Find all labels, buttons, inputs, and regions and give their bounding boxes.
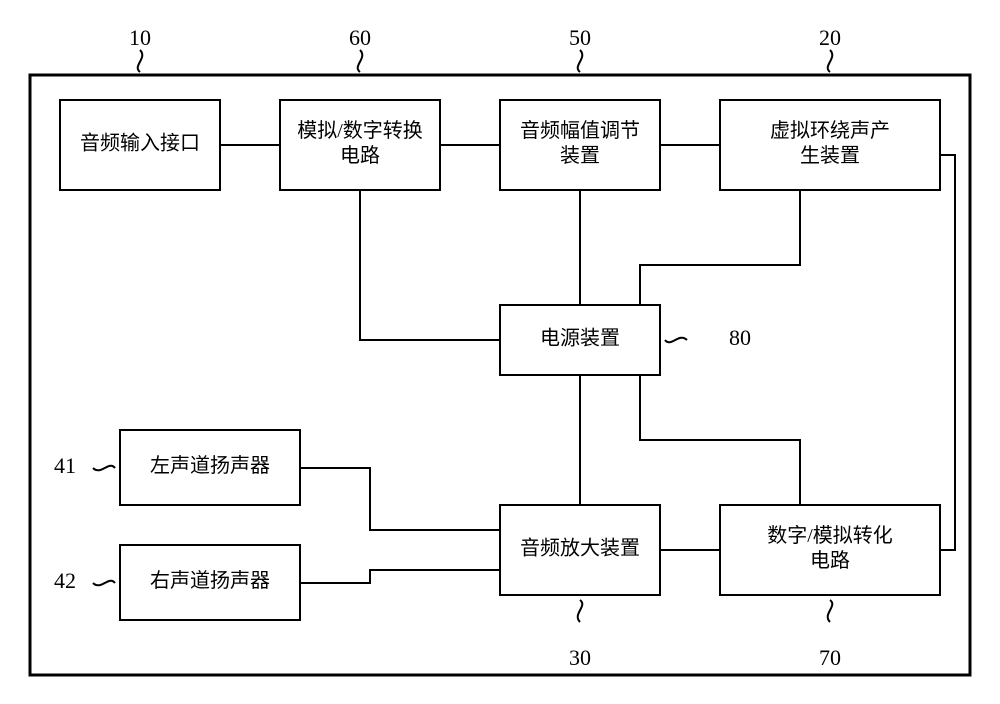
conn-ls-amp bbox=[300, 468, 500, 530]
block-audio-input-label: 音频输入接口 bbox=[80, 132, 200, 155]
label-42-tilde bbox=[93, 581, 115, 586]
block-adc-label: 模拟/数字转换 bbox=[297, 119, 423, 142]
block-left-speaker-label: 左声道扬声器 bbox=[150, 454, 270, 477]
block-left-speaker: 左声道扬声器 bbox=[120, 430, 300, 505]
label-42: 42 bbox=[54, 568, 76, 593]
block-vs-generator-label: 虚拟环绕声产 bbox=[770, 119, 890, 142]
label-20-tilde bbox=[828, 50, 833, 72]
label-70: 70 bbox=[819, 645, 841, 670]
block-amp-label: 音频放大装置 bbox=[520, 537, 640, 560]
block-power-label: 电源装置 bbox=[540, 327, 620, 350]
block-right-speaker: 右声道扬声器 bbox=[120, 545, 300, 620]
conn-rs-amp bbox=[300, 570, 500, 583]
block-dac-label: 电路 bbox=[810, 549, 850, 572]
label-20: 20 bbox=[819, 25, 841, 50]
block-right-speaker-label: 右声道扬声器 bbox=[150, 569, 270, 592]
block-amp-adjust: 音频幅值调节装置 bbox=[500, 100, 660, 190]
block-amp: 音频放大装置 bbox=[500, 505, 660, 595]
conn-pw-vs bbox=[640, 190, 800, 305]
block-vs-generator: 虚拟环绕声产生装置 bbox=[720, 100, 940, 190]
label-50: 50 bbox=[569, 25, 591, 50]
label-80: 80 bbox=[729, 325, 751, 350]
block-amp-adjust-label: 装置 bbox=[560, 144, 600, 167]
block-power: 电源装置 bbox=[500, 305, 660, 375]
label-30-tilde bbox=[578, 600, 583, 622]
label-41: 41 bbox=[54, 453, 76, 478]
block-adc-label: 电路 bbox=[340, 144, 380, 167]
label-10-tilde bbox=[138, 50, 143, 72]
block-dac-label: 数字/模拟转化 bbox=[767, 524, 893, 547]
block-dac: 数字/模拟转化电路 bbox=[720, 505, 940, 595]
label-41-tilde bbox=[93, 466, 115, 471]
label-60: 60 bbox=[349, 25, 371, 50]
block-adc: 模拟/数字转换电路 bbox=[280, 100, 440, 190]
conn-vs-dac bbox=[940, 155, 955, 550]
label-30: 30 bbox=[569, 645, 591, 670]
label-60-tilde bbox=[358, 50, 363, 72]
block-diagram: 音频输入接口模拟/数字转换电路音频幅值调节装置虚拟环绕声产生装置电源装置左声道扬… bbox=[0, 0, 1000, 704]
conn-pw-dac bbox=[640, 375, 800, 505]
conn-pw-adc bbox=[360, 190, 500, 340]
label-50-tilde bbox=[578, 50, 583, 72]
block-vs-generator-label: 生装置 bbox=[800, 144, 860, 167]
label-10: 10 bbox=[129, 25, 151, 50]
label-70-tilde bbox=[828, 600, 833, 622]
block-amp-adjust-label: 音频幅值调节 bbox=[520, 119, 640, 142]
block-audio-input: 音频输入接口 bbox=[60, 100, 220, 190]
label-80-tilde bbox=[665, 338, 687, 343]
